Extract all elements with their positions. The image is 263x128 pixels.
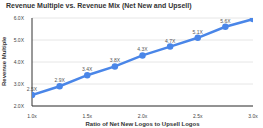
- html-text:Revenue Multiple vs. Revenue M: Revenue Multiple vs. Revenue Mix (Net Ne…: [6, 2, 192, 9]
- svg-text:3.0X: 3.0X: [14, 81, 25, 87]
- svg-text:3.0x: 3.0x: [248, 113, 255, 119]
- svg-text:5.1X: 5.1X: [193, 29, 204, 35]
- svg-text:2.0X: 2.0X: [14, 103, 25, 109]
- svg-text:1.0x: 1.0x: [27, 113, 37, 119]
- svg-text:2.9X: 2.9X: [54, 77, 65, 83]
- svg-text:1.5x: 1.5x: [83, 113, 93, 119]
- svg-text:5.6X: 5.6X: [220, 18, 231, 24]
- svg-text:2.5x: 2.5x: [193, 113, 203, 119]
- svg-text:4.3X: 4.3X: [137, 46, 148, 52]
- svg-text:5.0X: 5.0X: [14, 37, 25, 43]
- svg-text:3.8X: 3.8X: [110, 57, 121, 63]
- svg-text:4.0X: 4.0X: [14, 59, 25, 65]
- svg-text:2.0x: 2.0x: [138, 113, 148, 119]
- svg-text:3.4X: 3.4X: [82, 66, 93, 72]
- svg-text:2.5X: 2.5X: [27, 86, 38, 92]
- svg-text:4.7X: 4.7X: [165, 38, 176, 44]
- svg-text:6.0X: 6.0X: [14, 15, 25, 21]
- svg-text:Ratio of Net New Logos to Upse: Ratio of Net New Logos to Upsell Logos: [86, 121, 201, 127]
